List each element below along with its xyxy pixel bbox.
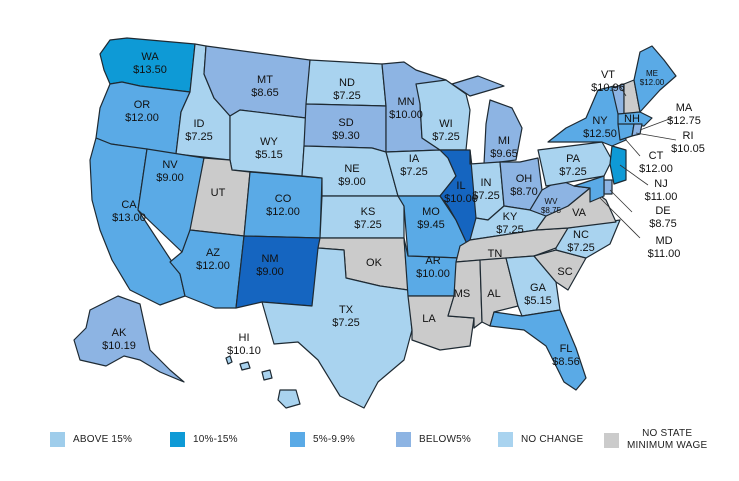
state-TX	[261, 247, 413, 409]
state-FL	[489, 309, 587, 391]
svg-text:NH: NH	[624, 113, 640, 125]
state-DE	[603, 179, 613, 195]
svg-text:OK: OK	[366, 257, 383, 269]
state-AK	[73, 295, 185, 383]
svg-text:VT$10.96: VT $10.96	[591, 69, 625, 94]
svg-text:NV$9.00: NV $9.00	[156, 159, 184, 184]
svg-text:MA$12.75: MA $12.75	[667, 102, 701, 127]
svg-text:NC$7.25: NC $7.25	[567, 229, 595, 254]
svg-text:WA$13.50: WA $13.50	[133, 51, 167, 76]
svg-text:WY$5.15: WY $5.15	[255, 136, 283, 161]
svg-text:CT$12.00: CT $12.00	[639, 150, 673, 175]
state-KS	[319, 195, 405, 239]
legend-item-no-change: NO CHANGE	[498, 432, 583, 447]
state-ME	[633, 45, 677, 113]
svg-text:IN$7.25: IN $7.25	[472, 177, 500, 202]
state-CO	[243, 171, 323, 239]
svg-text:RI$10.05: RI $10.05	[671, 130, 705, 155]
svg-text:VA: VA	[572, 207, 587, 219]
state-NJ	[609, 145, 627, 185]
legend-item-10-15: 10%-15%	[170, 432, 238, 447]
svg-text:MT$8.65: MT $8.65	[251, 74, 279, 99]
svg-text:AK$10.19: AK $10.19	[102, 327, 136, 352]
svg-text:DE$8.75: DE $8.75	[649, 205, 677, 230]
legend-swatch	[498, 432, 513, 447]
svg-text:CO$12.00: CO $12.00	[266, 193, 300, 218]
svg-text:OH$8.70: OH $8.70	[510, 173, 538, 198]
svg-text:NM$9.00: NM $9.00	[256, 253, 284, 278]
svg-text:NJ$11.00: NJ $11.00	[645, 178, 678, 203]
svg-text:TN: TN	[488, 248, 503, 260]
svg-text:WV$8.75: WV $8.75	[541, 197, 562, 215]
svg-text:ME$12.00: ME $12.00	[640, 69, 665, 87]
legend-swatch	[290, 432, 305, 447]
legend: ABOVE 15% 10%-15% 5%-9.9% BELOW5% NO CHA…	[0, 424, 739, 474]
state-labels: WA $13.50 OR $12.00 CA $13.00 ID $7.25 NV $9.…	[102, 51, 705, 368]
svg-text:PA$7.25: PA $7.25	[559, 153, 587, 178]
svg-text:ND$7.25: ND $7.25	[333, 77, 361, 102]
state-CT	[617, 123, 635, 141]
legend-item-no-min-wage: NO STATE MINIMUM WAGE	[604, 428, 707, 452]
svg-text:WI$7.25: WI $7.25	[432, 118, 460, 143]
svg-text:HI$10.10: HI $10.10	[227, 332, 261, 357]
legend-swatch	[50, 432, 65, 447]
svg-text:MO$9.45: MO $9.45	[417, 206, 445, 231]
svg-text:AZ$12.00: AZ $12.00	[196, 247, 230, 272]
svg-text:ID$7.25: ID $7.25	[185, 118, 213, 143]
svg-text:MI$9.65: MI $9.65	[490, 135, 518, 160]
state-HI	[225, 355, 301, 409]
legend-item-above-15: ABOVE 15%	[50, 432, 132, 447]
legend-swatch	[604, 432, 619, 448]
svg-text:KY$7.25: KY $7.25	[496, 211, 524, 236]
legend-swatch	[396, 432, 411, 447]
svg-text:AL: AL	[487, 288, 500, 300]
state-MI	[451, 75, 523, 165]
svg-text:MS: MS	[454, 288, 471, 300]
svg-text:MD$11.00: MD $11.00	[648, 235, 681, 260]
svg-text:FL$8.56: FL $8.56	[552, 343, 580, 368]
svg-text:NE$9.00: NE $9.00	[338, 163, 366, 188]
svg-text:CA$13.00: CA $13.00	[112, 199, 146, 224]
svg-text:UT: UT	[211, 187, 226, 199]
svg-text:KS$7.25: KS $7.25	[354, 206, 382, 231]
leader-lines	[599, 85, 677, 239]
legend-swatch	[170, 432, 185, 447]
svg-text:SD$9.30: SD $9.30	[332, 117, 360, 142]
svg-text:IL$10.00: IL $10.00	[444, 180, 478, 205]
state-SC	[533, 249, 587, 291]
svg-text:MN$10.00: MN $10.00	[389, 96, 423, 121]
us-minimum-wage-map: WA $13.50 OR $12.00 CA $13.00 ID $7.25 NV $9.…	[73, 37, 705, 409]
svg-text:OR$12.00: OR $12.00	[125, 99, 159, 124]
svg-text:TX$7.25: TX $7.25	[332, 304, 360, 329]
svg-text:NY$12.50: NY $12.50	[583, 115, 617, 140]
state-MD	[573, 175, 605, 203]
svg-text:GA$5.15: GA $5.15	[524, 282, 552, 307]
state-MA	[617, 111, 653, 127]
state-PA	[537, 141, 613, 187]
svg-text:IA$7.25: IA $7.25	[400, 153, 428, 178]
svg-text:AR$10.00: AR $10.00	[416, 255, 450, 280]
legend-item-below-5: BELOW5%	[396, 432, 471, 447]
svg-text:LA: LA	[422, 313, 436, 325]
svg-text:SC: SC	[557, 266, 572, 278]
legend-item-5-10: 5%-9.9%	[290, 432, 355, 447]
